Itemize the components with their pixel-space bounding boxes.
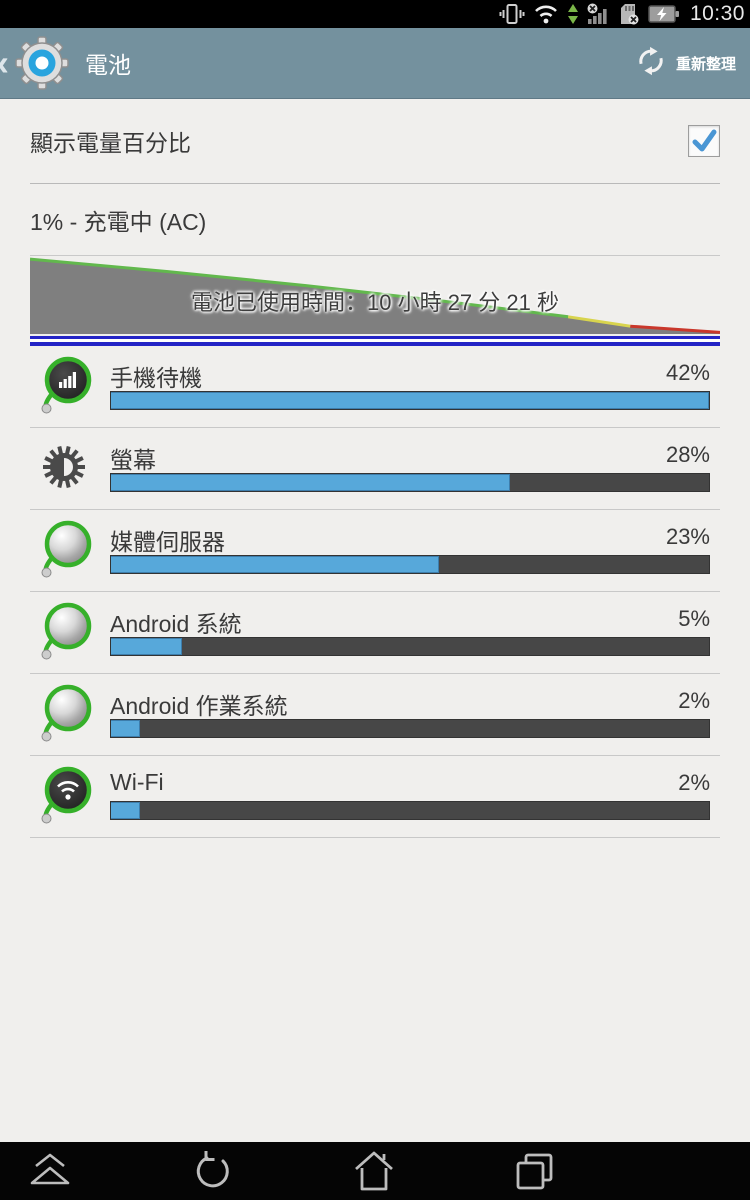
- refresh-label: 重新整理: [675, 55, 736, 73]
- show-percentage-checkbox[interactable]: [688, 125, 720, 157]
- vibrate-icon: [499, 2, 525, 26]
- usage-item-label: Wi-Fi: [110, 769, 164, 795]
- media-balloon-icon: [33, 518, 95, 580]
- charge-status-text: 1% - 充電中 (AC): [30, 208, 207, 235]
- refresh-button[interactable]: 重新整理: [624, 34, 750, 93]
- usage-item-bar-fill: [111, 556, 439, 573]
- wifi-icon: [532, 2, 560, 26]
- usage-item-bar: [110, 719, 710, 738]
- usage-item-label: Android 系統: [110, 611, 242, 637]
- usage-item-percent: 42%: [665, 360, 710, 385]
- brightness-icon: [33, 436, 95, 498]
- settings-gear-icon[interactable]: [13, 34, 71, 92]
- navigation-bar: [0, 1142, 750, 1200]
- battery-usage-time-text: 電池已使用時間：10 小時 27 分 21 秒: [191, 290, 559, 315]
- usage-item-percent: 23%: [665, 524, 710, 549]
- android-balloon-icon: [33, 682, 95, 744]
- charge-status-row: 1% - 充電中 (AC): [30, 184, 720, 255]
- checkmark-icon: [692, 129, 717, 152]
- usage-item-percent: 2%: [678, 770, 710, 795]
- usage-item-bar-fill: [111, 802, 140, 819]
- usage-item-label: Android 作業系統: [110, 693, 288, 719]
- usage-list-item[interactable]: Android 系統 5%: [30, 592, 720, 674]
- usage-item-bar-fill: [111, 392, 709, 409]
- usage-item-percent: 28%: [665, 442, 710, 467]
- usage-item-bar: [110, 391, 710, 410]
- android-balloon-icon: [33, 600, 95, 662]
- usage-list-item[interactable]: Wi-Fi 2%: [30, 756, 720, 838]
- refresh-icon: [634, 44, 668, 83]
- usage-list-item[interactable]: 螢幕 28%: [30, 428, 720, 510]
- battery-charging-icon: [648, 3, 680, 25]
- usage-item-label: 螢幕: [110, 447, 156, 473]
- usage-list-item[interactable]: 媒體伺服器 23%: [30, 510, 720, 592]
- usage-item-label: 手機待機: [110, 365, 202, 391]
- home-icon[interactable]: [339, 1142, 409, 1200]
- usage-item-bar-fill: [111, 474, 510, 491]
- usage-item-bar-fill: [111, 720, 140, 737]
- show-percentage-label: 顯示電量百分比: [30, 130, 191, 156]
- usage-item-bar: [110, 555, 710, 574]
- usage-item-bar: [110, 637, 710, 656]
- page-title: 電池: [85, 52, 131, 78]
- sdcard-missing-icon: [617, 2, 641, 26]
- status-time: 10:30: [689, 2, 745, 25]
- network-updown-arrows-icon: [567, 2, 579, 26]
- signal-balloon-icon: [33, 354, 95, 416]
- back-chevron-icon[interactable]: ‹: [0, 33, 11, 93]
- usage-item-bar: [110, 801, 710, 820]
- hide-nav-icon[interactable]: [15, 1142, 85, 1200]
- usage-list-item[interactable]: Android 作業系統 2%: [30, 674, 720, 756]
- wifi-balloon-icon: [33, 764, 95, 826]
- signal-no-service-icon: [586, 2, 610, 26]
- recents-icon[interactable]: [500, 1142, 570, 1200]
- battery-usage-list: 手機待機 42% 螢幕 28% 媒體伺服器 23% Android 系統 5% …: [0, 346, 750, 838]
- charging-period-bar: [30, 336, 720, 346]
- usage-item-percent: 2%: [678, 688, 710, 713]
- usage-item-percent: 5%: [678, 606, 710, 631]
- back-icon[interactable]: [180, 1142, 250, 1200]
- usage-list-item[interactable]: 手機待機 42%: [30, 346, 720, 428]
- usage-item-label: 媒體伺服器: [110, 529, 225, 555]
- show-percentage-row[interactable]: 顯示電量百分比: [30, 99, 720, 184]
- battery-history-graph[interactable]: 電池已使用時間：10 小時 27 分 21 秒: [30, 255, 720, 334]
- app-header: ‹ 電池 重新整理: [0, 28, 750, 99]
- status-bar: 10:30: [0, 0, 750, 28]
- usage-item-bar-fill: [111, 638, 183, 655]
- usage-item-bar: [110, 473, 710, 492]
